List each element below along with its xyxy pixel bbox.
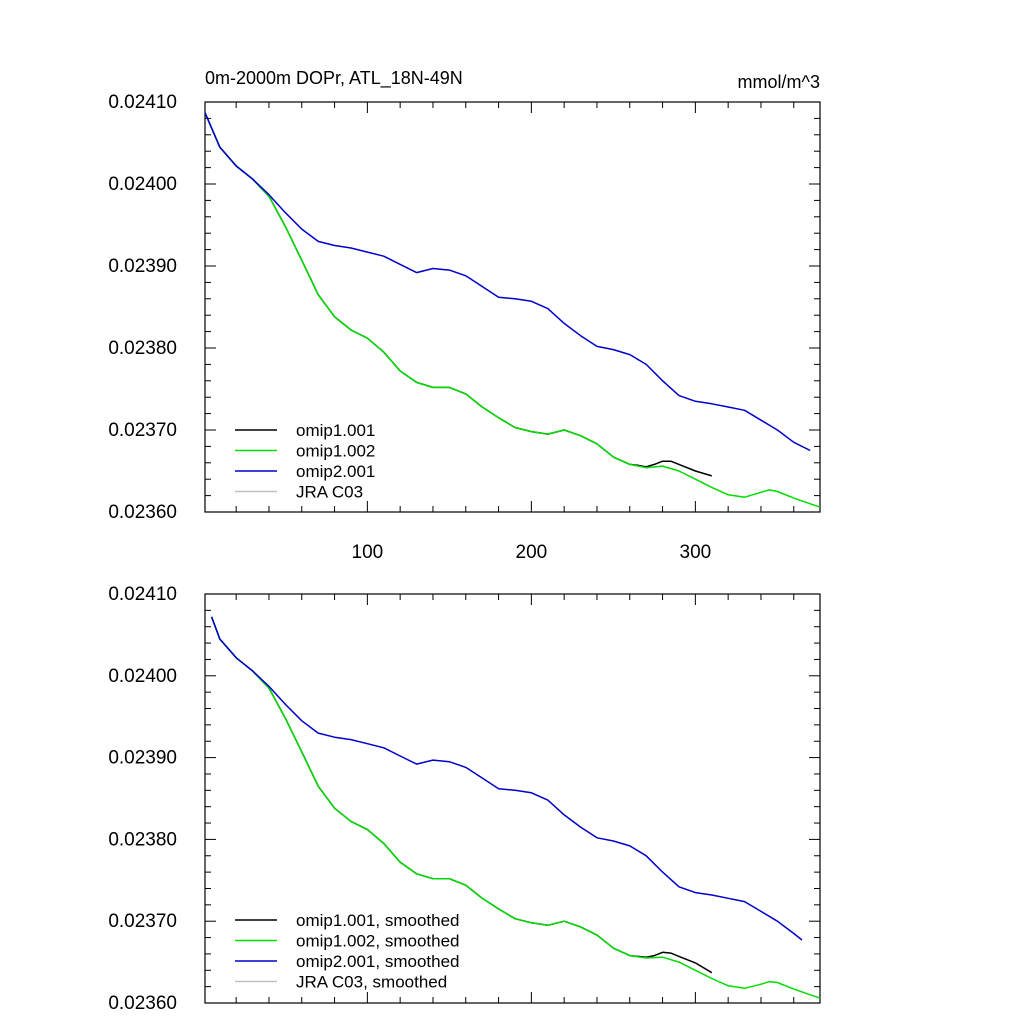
y-tick-label: 0.02410 — [108, 92, 177, 113]
panel-1: 0.02360 0.02370 0.02380 0.02390 0.02400 0.024… — [108, 68, 821, 563]
series-line-omip2-001 — [204, 112, 811, 452]
series-line-omip1-002 — [204, 112, 821, 508]
y-tick-label: 0.02360 — [108, 502, 177, 523]
x-tick-label: 200 — [516, 542, 548, 563]
y-tick-label: 0.02400 — [108, 666, 177, 687]
y-tick-label: 0.02410 — [108, 584, 177, 605]
legend-label: JRA C03 — [296, 483, 363, 502]
legend-label: omip1.002 — [296, 442, 375, 461]
y-tick-label: 0.02370 — [108, 911, 177, 932]
y-tick-label: 0.02380 — [108, 338, 177, 359]
legend-label: omip1.002, smoothed — [296, 932, 460, 951]
x-tick-label: 100 — [352, 542, 384, 563]
series-line-omip1-001 — [204, 112, 713, 477]
legend-label: JRA C03, smoothed — [296, 973, 447, 992]
y-tick-label: 0.02380 — [108, 829, 177, 850]
chart-title: 0m-2000m DOPr, ATL_18N-49N — [205, 68, 463, 89]
legend-label: omip2.001 — [296, 462, 375, 481]
y-tick-label: 0.02360 — [108, 993, 177, 1014]
legend-label: omip2.001, smoothed — [296, 952, 460, 971]
series-line-omip2-001-smoothed — [210, 616, 803, 941]
y-tick-label: 0.02400 — [108, 174, 177, 195]
y-tick-label: 0.02370 — [108, 420, 177, 441]
series-line-omip1-002-smoothed — [210, 616, 821, 999]
units-label: mmol/m^3 — [738, 72, 820, 92]
panel-2: 0.02360 0.02370 0.02380 0.02390 0.02400 0.024… — [108, 584, 821, 1014]
y-tick-label: 0.02390 — [108, 748, 177, 769]
series-line-omip1-001-smoothed — [210, 616, 713, 974]
x-tick-label: 300 — [680, 542, 712, 563]
legend-label: omip1.001, smoothed — [296, 911, 460, 930]
plot-frame — [204, 593, 821, 1004]
legend-label: omip1.001 — [296, 421, 375, 440]
plot-frame — [204, 101, 821, 513]
y-tick-label: 0.02390 — [108, 256, 177, 277]
